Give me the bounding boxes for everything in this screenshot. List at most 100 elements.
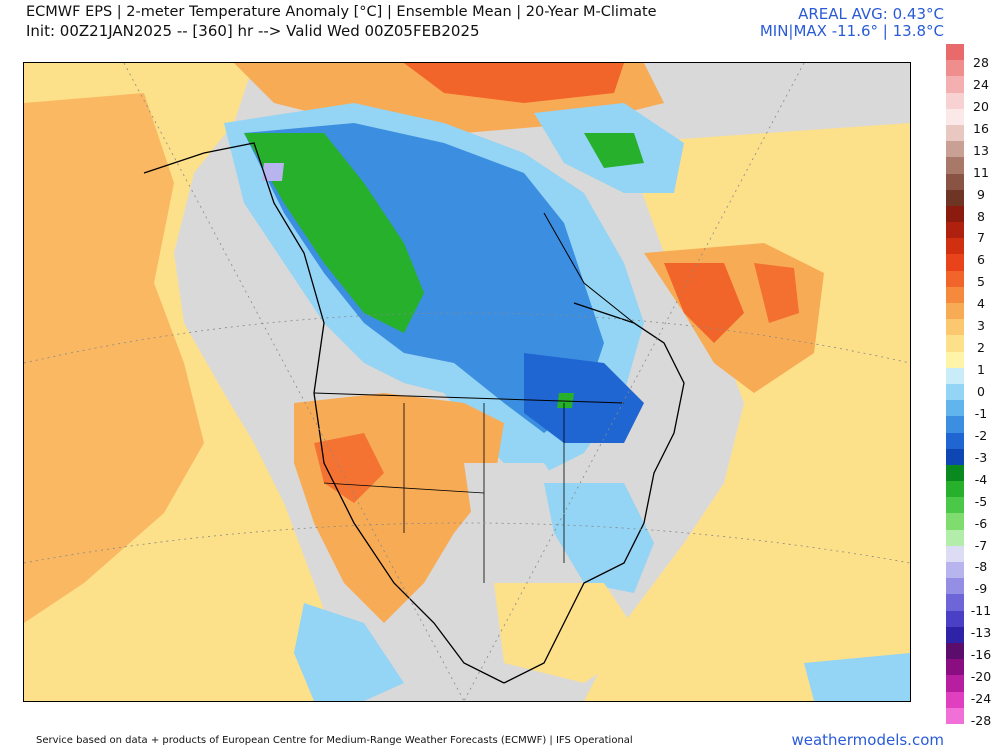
alaska-cold-extreme xyxy=(262,163,284,181)
colorbar-label: 3 xyxy=(977,318,985,334)
colorbar-cell xyxy=(946,448,964,465)
colorbar-label: -24 xyxy=(970,691,992,707)
colorbar-cell xyxy=(946,562,964,579)
colorbar-label: -4 xyxy=(974,471,988,487)
colorbar-cell xyxy=(946,319,964,336)
colorbar-cell xyxy=(946,691,964,708)
greenland-cold-core xyxy=(584,133,644,168)
colorbar-cell xyxy=(946,254,964,271)
colorbar-label: 20 xyxy=(973,98,989,114)
anomaly-map[interactable] xyxy=(23,62,911,702)
colorbar-cell xyxy=(946,270,964,287)
colorbar-cell xyxy=(946,545,964,562)
us-canada-border xyxy=(313,392,625,404)
colorbar-cell xyxy=(946,464,964,482)
colorbar-cell xyxy=(946,513,964,530)
colorbar-label: 6 xyxy=(977,252,985,268)
colorbar-label: 24 xyxy=(973,76,989,92)
colorbar-label: -28 xyxy=(970,713,992,729)
great-lakes-green-spot xyxy=(557,393,574,408)
anomaly-map-svg xyxy=(24,63,910,701)
colorbar-label: 16 xyxy=(973,120,989,136)
colorbar-cell xyxy=(946,675,964,692)
colorbar xyxy=(946,44,964,724)
colorbar-cell xyxy=(946,367,964,384)
colorbar-cell xyxy=(946,92,964,109)
western-canada-cold-core xyxy=(244,133,424,333)
colorbar-cell xyxy=(946,108,964,125)
colorbar-cell xyxy=(946,594,964,611)
min-max-values: MIN|MAX -11.6° | 13.8°C xyxy=(759,22,944,40)
labrador-warm-core xyxy=(664,263,744,343)
colorbar-cell xyxy=(946,578,964,595)
colorbar-cell xyxy=(946,416,964,433)
title-line-2: Init: 00Z21JAN2025 -- [360] hr --> Valid… xyxy=(26,22,480,40)
colorbar-label: 9 xyxy=(977,186,985,202)
colorbar-cell xyxy=(946,626,964,643)
atlantic-warm-region xyxy=(584,123,910,701)
colorbar-cell xyxy=(946,481,964,498)
colorbar-cell xyxy=(946,529,964,546)
colorbar-label: 13 xyxy=(973,142,989,158)
caribbean-cold-region xyxy=(804,653,910,701)
colorbar-cell xyxy=(946,222,964,239)
great-lakes-cold-core xyxy=(524,353,644,443)
gulf-warm-region xyxy=(494,583,644,683)
colorbar-label: -20 xyxy=(970,669,992,685)
colorbar-cell xyxy=(946,173,964,190)
areal-average: AREAL AVG: 0.43°C xyxy=(798,5,944,23)
colorbar-cell xyxy=(946,205,964,223)
southeast-cold-region xyxy=(544,483,654,593)
brand-link[interactable]: weathermodels.com xyxy=(791,731,944,749)
colorbar-label: 1 xyxy=(977,362,985,378)
colorbar-label: -6 xyxy=(974,515,988,531)
colorbar-label: 4 xyxy=(977,296,985,312)
colorbar-cell xyxy=(946,335,964,352)
colorbar-cell xyxy=(946,44,964,61)
colorbar-cell xyxy=(946,610,964,627)
colorbar-cell xyxy=(946,303,964,320)
colorbar-label: 11 xyxy=(973,164,989,180)
colorbar-label: 2 xyxy=(977,340,985,356)
colorbar-label: -3 xyxy=(974,449,988,465)
colorbar-cell xyxy=(946,141,964,158)
title-line-1: ECMWF EPS | 2-meter Temperature Anomaly … xyxy=(26,4,657,20)
colorbar-cell xyxy=(946,286,964,303)
graticule-4 xyxy=(463,63,805,701)
pacific-warm-core xyxy=(24,93,204,623)
source-credit: Service based on data + products of Euro… xyxy=(36,735,633,746)
graticule-3 xyxy=(123,63,465,701)
colorbar-label: 7 xyxy=(977,230,985,246)
colorbar-cell xyxy=(946,238,964,255)
colorbar-cell xyxy=(946,157,964,174)
hudson-bay-coast xyxy=(543,212,635,324)
colorbar-label: -9 xyxy=(974,581,988,597)
colorbar-cell xyxy=(946,189,964,206)
arctic-warm-core xyxy=(404,63,624,103)
colorbar-cell xyxy=(946,76,964,93)
colorbar-label: -8 xyxy=(974,559,988,575)
colorbar-cell xyxy=(946,707,964,724)
colorbar-label: 28 xyxy=(973,54,989,70)
colorbar-cell xyxy=(946,497,964,514)
colorbar-label: -5 xyxy=(974,493,988,509)
colorbar-cell xyxy=(946,642,964,660)
colorbar-cell xyxy=(946,60,964,77)
colorbar-label: -2 xyxy=(974,427,988,443)
pacific-mexico-cold-region xyxy=(294,603,404,701)
colorbar-cell xyxy=(946,351,964,368)
colorbar-cell xyxy=(946,432,964,449)
colorbar-cell xyxy=(946,659,964,676)
colorbar-label: -7 xyxy=(974,537,988,553)
colorbar-cell xyxy=(946,124,964,142)
colorbar-label: -1 xyxy=(974,405,988,421)
colorbar-cell xyxy=(946,400,964,417)
graticule-1 xyxy=(24,312,910,364)
atlantic-warm-core xyxy=(754,263,799,323)
colorbar-label: 5 xyxy=(977,274,985,290)
colorbar-label: -13 xyxy=(970,625,992,641)
colorbar-label: 8 xyxy=(977,208,985,224)
colorbar-label: 0 xyxy=(977,384,985,399)
colorbar-label: -16 xyxy=(970,647,992,663)
colorbar-label: -11 xyxy=(970,603,992,619)
